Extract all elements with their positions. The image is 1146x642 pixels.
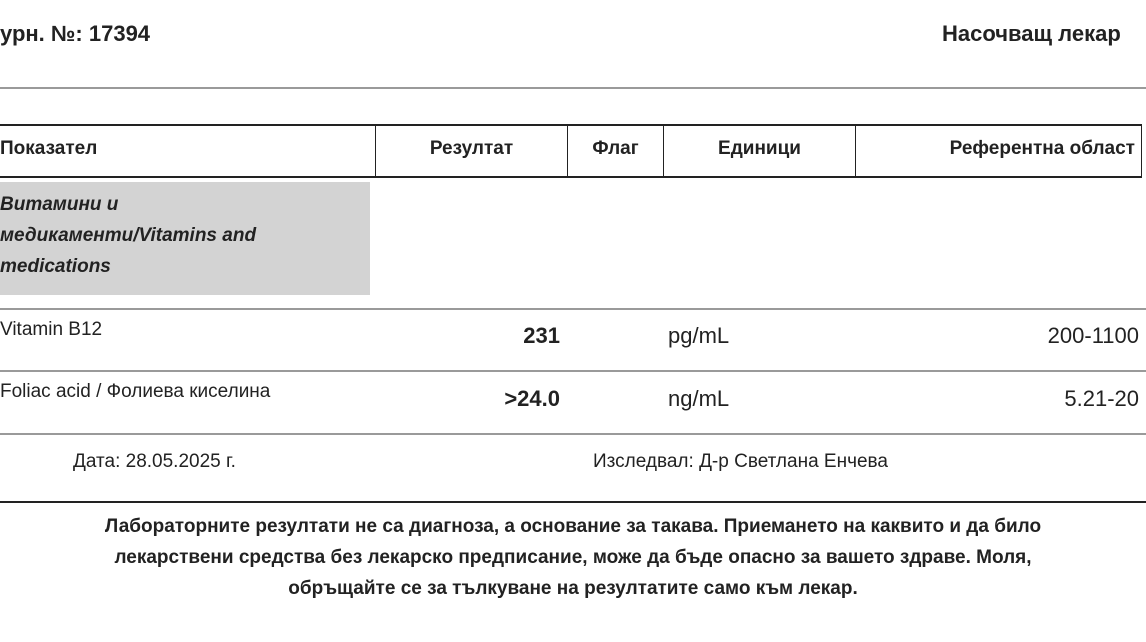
column-header-units: Единици: [664, 126, 856, 176]
indicator-name: Vitamin B12: [0, 319, 103, 340]
result-value: 231: [523, 323, 560, 348]
unit: ng/mL: [668, 386, 730, 411]
category-line: медикаменти/Vitamins and: [0, 225, 257, 246]
indicator-name: Foliac acid / Фолиева киселина: [0, 381, 271, 402]
divider: [0, 501, 1146, 503]
row-divider: [0, 433, 1146, 435]
row-divider: [0, 370, 1146, 372]
column-header-reference: Референтна област: [856, 126, 1142, 176]
column-header-indicator: Показател: [0, 126, 376, 176]
journal-number: урн. №: 17394: [0, 21, 151, 46]
result-value: >24.0: [504, 386, 560, 411]
unit: pg/mL: [668, 323, 730, 348]
disclaimer-line: лекарствени средства без лекарско предпи…: [114, 547, 1032, 568]
referring-doctor-label: Насочващ лекар: [942, 21, 1121, 46]
reference-range: 5.21-20: [1064, 386, 1139, 411]
category-line: medications: [0, 256, 111, 277]
reference-range: 200-1100: [1047, 323, 1139, 348]
disclaimer: Лабораторните резултати не са диагноза, …: [0, 511, 1146, 604]
disclaimer-line: обръщайте се за тълкуване на резултатите…: [288, 578, 858, 599]
column-header-flag: Флаг: [568, 126, 664, 176]
row-divider: [0, 308, 1146, 310]
divider: [0, 87, 1146, 89]
column-header-result: Резултат: [376, 126, 568, 176]
category-line: Витамини и: [0, 194, 119, 215]
examined-by: Изследвал: Д-р Светлана Енчева: [593, 451, 889, 472]
table-header: Показател Резултат Флаг Единици Референт…: [0, 124, 1142, 178]
category-cell: Витамини и медикаменти/Vitamins and medi…: [0, 182, 370, 295]
disclaimer-line: Лабораторните резултати не са диагноза, …: [104, 516, 1042, 537]
report-date: Дата: 28.05.2025 г.: [73, 451, 236, 472]
